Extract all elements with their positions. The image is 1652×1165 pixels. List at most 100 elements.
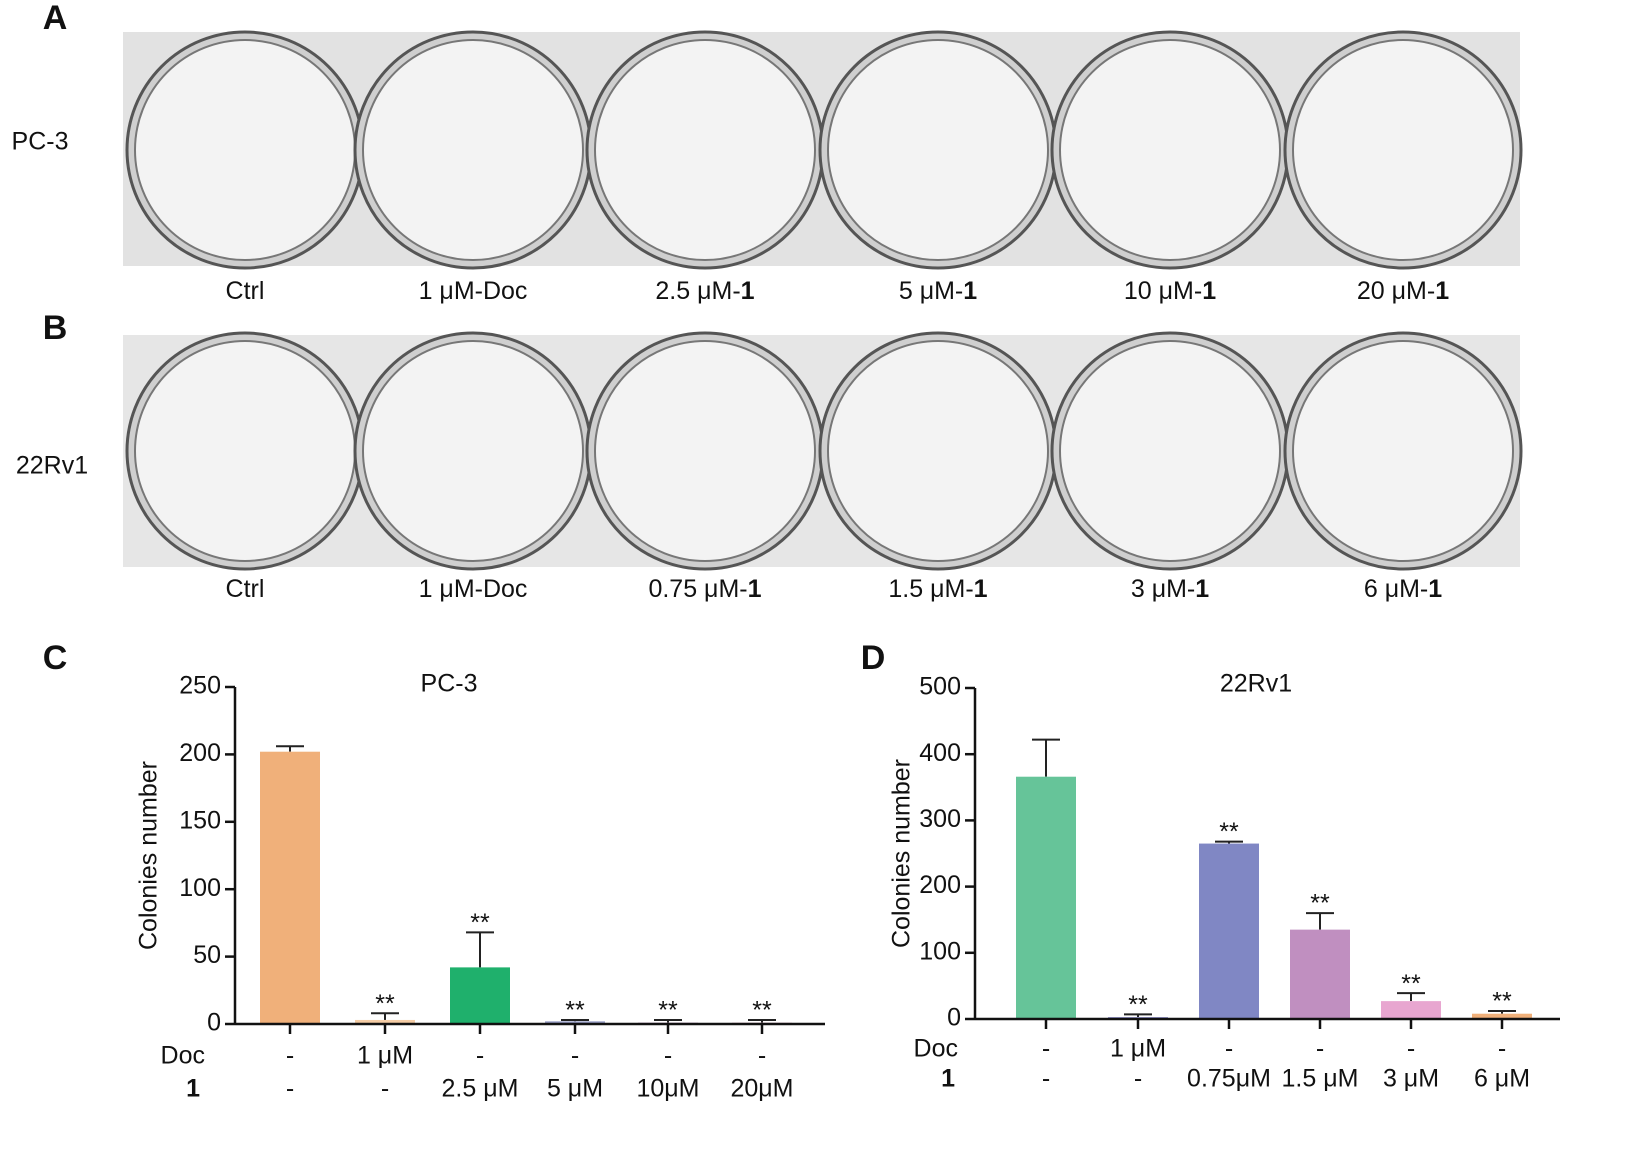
dish-label: 10 μM-1	[1124, 277, 1216, 305]
y-tick-label: 100	[179, 874, 221, 902]
dish-label-compound: 1	[741, 277, 755, 305]
condition-name: Doc	[914, 1035, 958, 1063]
bar	[1290, 929, 1350, 1019]
significance-label: **	[658, 997, 678, 1025]
significance-label: **	[1401, 970, 1421, 998]
dish-label-text: Ctrl	[226, 575, 265, 603]
significance-label: **	[1492, 988, 1512, 1016]
condition-label: -	[286, 1075, 294, 1103]
condition-label: -	[1316, 1035, 1324, 1063]
dish-label-compound: 1	[963, 277, 977, 305]
condition-label: 0.75μM	[1187, 1065, 1271, 1093]
dish-label-text: 1.5 μM-	[888, 575, 973, 603]
dish-label-text: 5 μM-	[899, 277, 963, 305]
condition-label: 1 μM	[1110, 1035, 1166, 1063]
condition-label: -	[758, 1042, 766, 1070]
row-label: 22Rv1	[16, 452, 88, 480]
dish-label-text: Ctrl	[226, 277, 265, 305]
dish-label: 5 μM-1	[899, 277, 977, 305]
condition-label: 1.5 μM	[1282, 1065, 1359, 1093]
panel-letter: A	[43, 0, 68, 37]
condition-label: -	[476, 1042, 484, 1070]
dish-label-text: 0.75 μM-	[648, 575, 747, 603]
panel-letter: C	[43, 639, 68, 677]
condition-label: -	[1134, 1065, 1142, 1093]
dish-label: 2.5 μM-1	[655, 277, 754, 305]
dish-label-compound: 1	[748, 575, 762, 603]
dish-label: 20 μM-1	[1357, 277, 1449, 305]
y-axis-label: Colonies number	[135, 761, 163, 950]
y-tick-label: 150	[179, 806, 221, 834]
y-tick-label: 50	[193, 941, 221, 969]
dish-label-text: 1 μM-Doc	[419, 277, 528, 305]
significance-label: **	[752, 997, 772, 1025]
panel-letter: D	[861, 639, 886, 677]
condition-label: -	[1042, 1035, 1050, 1063]
y-tick-label: 500	[919, 673, 961, 701]
condition-label: -	[1042, 1065, 1050, 1093]
dish-label-text: 1 μM-Doc	[419, 575, 528, 603]
condition-label: -	[286, 1042, 294, 1070]
dish	[1059, 39, 1281, 261]
dish-label: 1 μM-Doc	[419, 277, 528, 305]
dish-label-text: 6 μM-	[1364, 575, 1428, 603]
chart-title: PC-3	[421, 670, 478, 698]
dish	[134, 39, 356, 261]
dish-label: Ctrl	[226, 575, 265, 603]
y-tick-label: 250	[179, 672, 221, 700]
dish	[594, 39, 816, 261]
chart-title: 22Rv1	[1220, 670, 1292, 698]
dish-label-text: 2.5 μM-	[655, 277, 740, 305]
bar	[450, 967, 510, 1024]
dish-label: Ctrl	[226, 277, 265, 305]
significance-label: **	[1219, 818, 1239, 846]
dish-label-compound: 1	[974, 575, 988, 603]
y-tick-label: 0	[207, 1009, 221, 1037]
bar	[1472, 1013, 1532, 1019]
dish-label-text: 10 μM-	[1124, 277, 1202, 305]
y-tick-label: 100	[919, 937, 961, 965]
dish	[134, 340, 356, 562]
y-axis-label: Colonies number	[888, 759, 916, 948]
condition-label: -	[1498, 1035, 1506, 1063]
y-tick-label: 0	[947, 1004, 961, 1032]
bar	[355, 1019, 415, 1024]
dish-label: 0.75 μM-1	[648, 575, 761, 603]
dish-label: 6 μM-1	[1364, 575, 1442, 603]
significance-label: **	[1310, 890, 1330, 918]
dish-label: 1 μM-Doc	[419, 575, 528, 603]
condition-label: 20μM	[730, 1075, 793, 1103]
dish	[594, 340, 816, 562]
dish	[827, 39, 1049, 261]
dish-label-compound: 1	[1195, 575, 1209, 603]
bar	[260, 751, 320, 1024]
dish-label-compound: 1	[1435, 277, 1449, 305]
dish-label-text: 20 μM-	[1357, 277, 1435, 305]
bar	[1199, 843, 1259, 1019]
dish-label: 3 μM-1	[1131, 575, 1209, 603]
condition-label: -	[664, 1042, 672, 1070]
row-label: PC-3	[12, 128, 69, 156]
condition-label: 2.5 μM	[442, 1075, 519, 1103]
y-tick-label: 400	[919, 739, 961, 767]
condition-label: 6 μM	[1474, 1065, 1530, 1093]
panel-letter: B	[43, 309, 68, 347]
dish	[362, 39, 584, 261]
dish	[1292, 340, 1514, 562]
condition-label: 5 μM	[547, 1075, 603, 1103]
dish	[827, 340, 1049, 562]
condition-label: -	[381, 1075, 389, 1103]
dish-label: 1.5 μM-1	[888, 575, 987, 603]
dish-label-text: 3 μM-	[1131, 575, 1195, 603]
significance-label: **	[470, 909, 490, 937]
condition-name: 1	[941, 1065, 955, 1093]
dish	[362, 340, 584, 562]
dish-label-compound: 1	[1428, 575, 1442, 603]
significance-label: **	[375, 990, 395, 1018]
y-tick-label: 300	[919, 805, 961, 833]
dish	[1059, 340, 1281, 562]
bar	[1016, 776, 1076, 1019]
condition-name: Doc	[161, 1042, 205, 1070]
